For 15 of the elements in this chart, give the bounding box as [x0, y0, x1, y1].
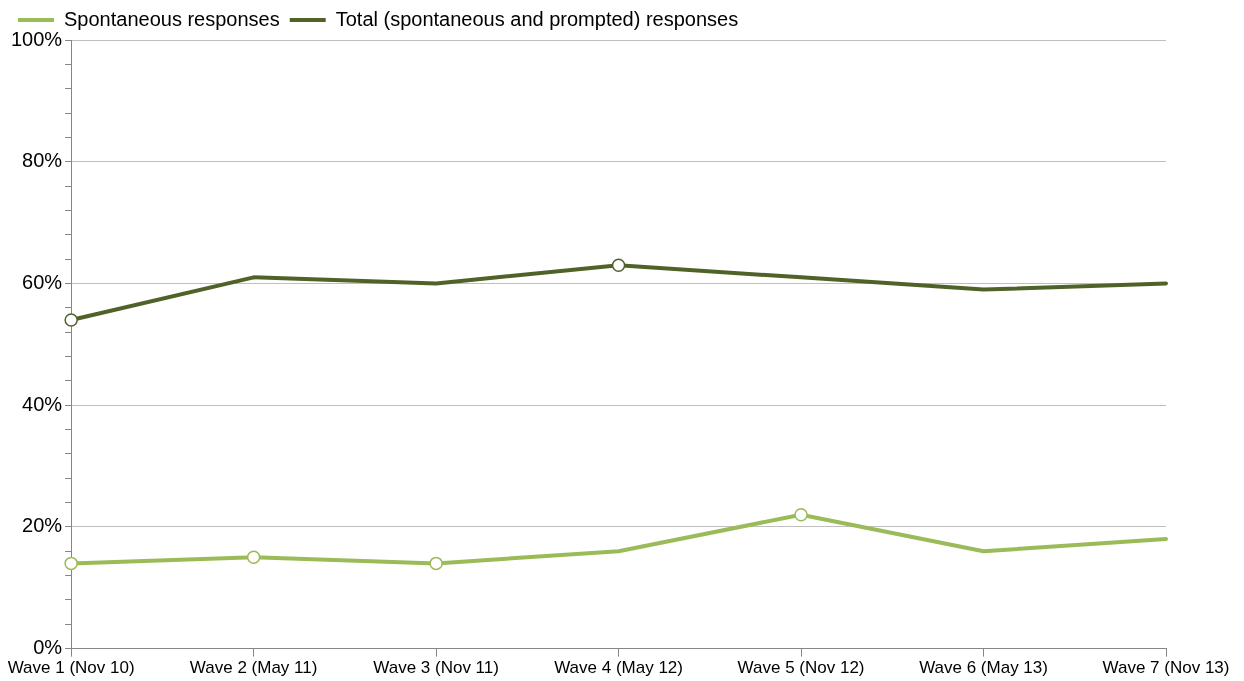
y-tick-label: 20%	[22, 514, 63, 537]
y-tick-label: 60%	[22, 270, 63, 293]
legend-label: Total (spontaneous and prompted) responses	[335, 7, 739, 30]
legend-label: Spontaneous responses	[64, 7, 280, 30]
y-tick-label: 100%	[11, 27, 63, 50]
y-tick-label: 80%	[22, 149, 63, 172]
x-tick-label: Wave 2 (May 11)	[189, 658, 318, 678]
x-tick-label: Wave 7 (Nov 13)	[1102, 658, 1230, 678]
x-tick-label: Wave 4 (May 12)	[554, 658, 683, 678]
x-tick-label: Wave 3 (Nov 11)	[373, 658, 499, 678]
y-tick-label: 0%	[33, 636, 63, 659]
x-tick-label: Wave 5 (Nov 12)	[737, 658, 865, 678]
x-tick-label: Wave 1 (Nov 10)	[7, 658, 135, 678]
x-tick-label: Wave 6 (May 13)	[919, 658, 1048, 678]
y-tick-label: 40%	[22, 392, 63, 415]
